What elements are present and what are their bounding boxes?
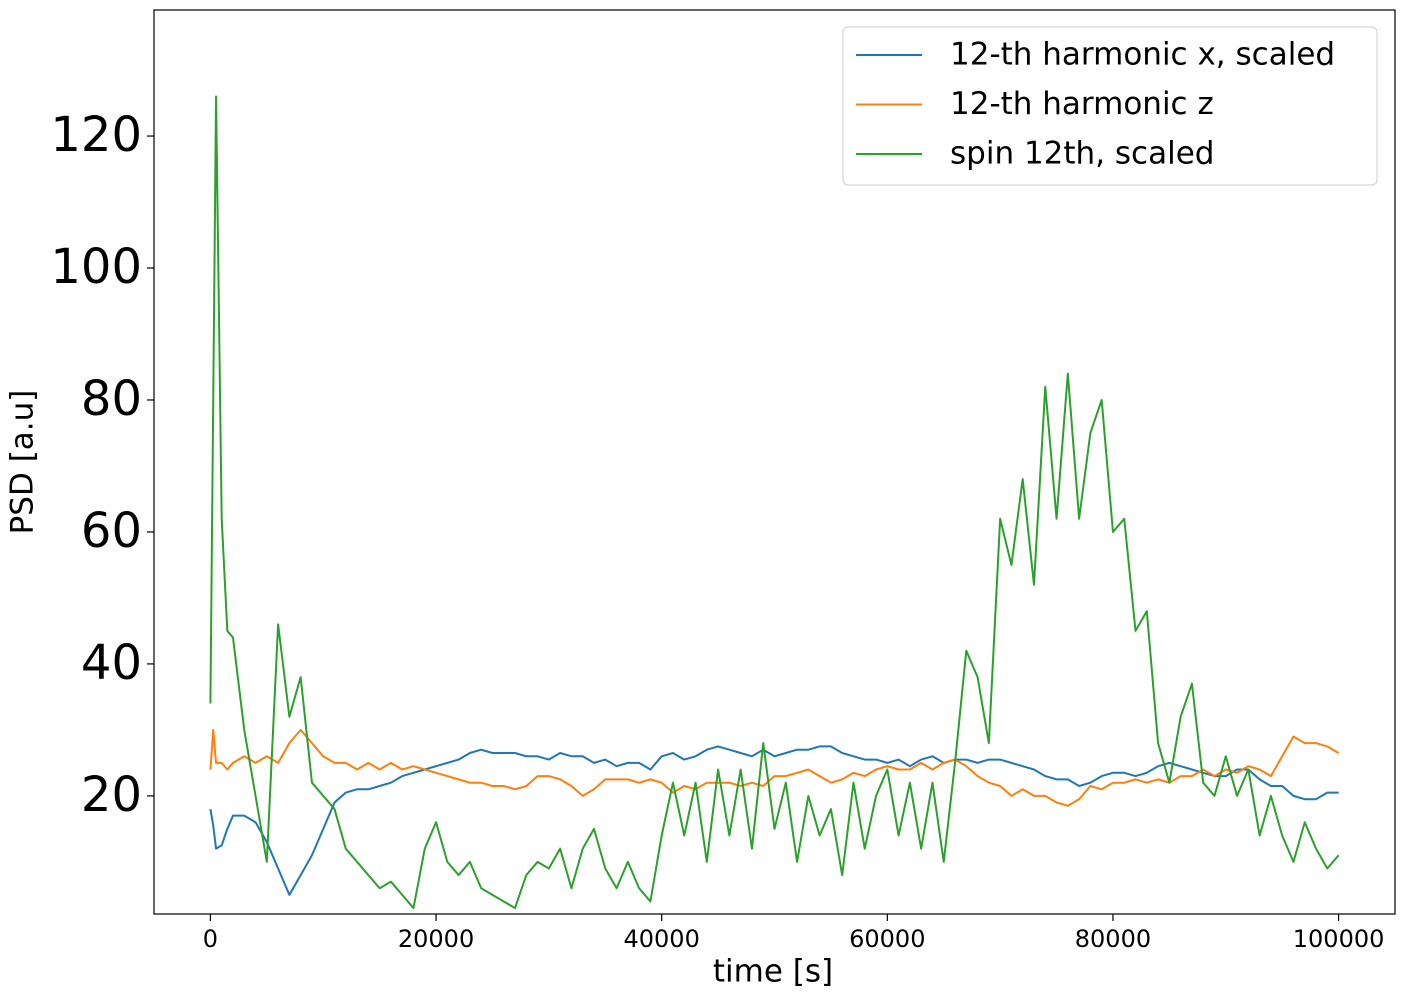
x-tick-label: 100000 — [1293, 925, 1385, 953]
y-axis-label: PSD [a.u] — [5, 390, 41, 535]
x-tick-label: 20000 — [398, 925, 474, 953]
series-line — [209, 95, 1340, 910]
x-tick-label: 80000 — [1075, 925, 1151, 953]
y-tick-label: 80 — [81, 371, 142, 427]
x-tick-label: 60000 — [849, 925, 925, 953]
x-tick-label: 0 — [203, 925, 218, 953]
y-tick-label: 100 — [50, 239, 142, 295]
legend-label: 12-th harmonic x, scaled — [950, 37, 1335, 73]
y-tick-label: 60 — [81, 503, 142, 559]
plot-frame — [153, 9, 1396, 915]
y-tick-label: 20 — [81, 767, 142, 823]
y-tick-label: 40 — [81, 635, 142, 691]
x-axis-label: time [s] — [713, 954, 833, 990]
y-tick-label: 120 — [50, 107, 142, 163]
legend-box — [842, 26, 1378, 186]
x-tick-label: 40000 — [624, 925, 700, 953]
legend-label: spin 12th, scaled — [950, 136, 1214, 172]
legend-label: 12-th harmonic z — [950, 86, 1214, 122]
series-line — [209, 745, 1339, 896]
series-line — [209, 728, 1340, 807]
